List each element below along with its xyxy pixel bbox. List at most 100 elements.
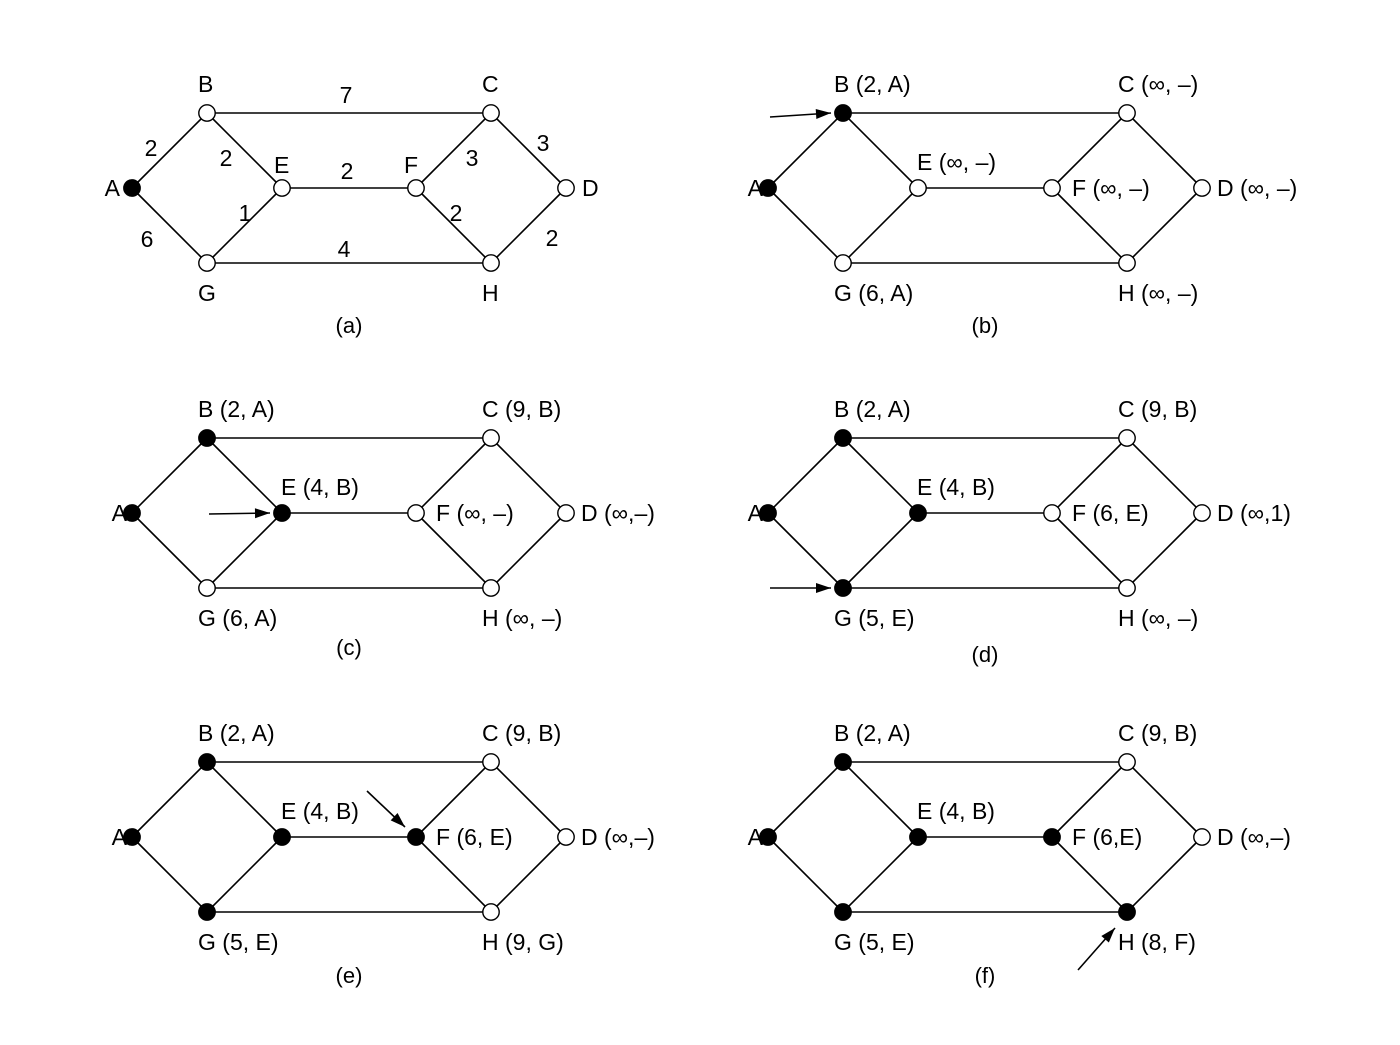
edge-DH: [1126, 512, 1203, 589]
node-label-C: C (9, B): [482, 720, 561, 746]
pointer-arrow: [366, 790, 406, 828]
node-label-E: E (4, B): [281, 798, 359, 824]
node-D: [557, 179, 575, 197]
node-A: [759, 828, 777, 846]
node-label-H: H (∞, –): [1118, 605, 1198, 631]
edge-AG: [131, 187, 208, 264]
edge-CF: [415, 761, 492, 838]
node-label-F: F (∞, –): [1072, 175, 1150, 201]
node-label-D: D (∞,–): [581, 500, 655, 526]
node-H: [482, 254, 500, 272]
node-label-C: C: [482, 71, 499, 97]
edge-EG: [206, 836, 283, 913]
node-label-C: C (9, B): [1118, 720, 1197, 746]
node-label-A: A: [748, 824, 764, 850]
edge-EG: [842, 836, 919, 913]
node-C: [482, 753, 500, 771]
edge-BE: [206, 761, 283, 838]
node-E: [909, 504, 927, 522]
node-A: [759, 179, 777, 197]
edge-weight-AG: 6: [141, 226, 154, 252]
panel-caption: (e): [336, 963, 363, 988]
node-label-A: A: [748, 175, 764, 201]
edge-DH: [1126, 187, 1203, 264]
edge-CF: [415, 112, 492, 189]
node-label-A: A: [112, 500, 128, 526]
edge-DH: [490, 836, 567, 913]
node-A: [123, 504, 141, 522]
edge-weight-GH: 4: [338, 236, 351, 262]
node-label-D: D (∞,–): [1217, 824, 1291, 850]
node-label-A: A: [105, 175, 121, 201]
edge-EG: [842, 512, 919, 589]
node-label-B: B (2, A): [198, 720, 275, 746]
edge-AB: [767, 112, 844, 189]
node-B: [198, 104, 216, 122]
node-E: [273, 504, 291, 522]
edge-weight-BE: 2: [220, 145, 233, 171]
edge-FH: [415, 836, 492, 913]
edge-BE: [842, 112, 919, 189]
edge-AB: [131, 112, 208, 189]
node-B: [834, 104, 852, 122]
node-G: [198, 579, 216, 597]
node-label-B: B (2, A): [198, 396, 275, 422]
panel-d: A B (2, A) C (9, B) D (∞,1) E (4, B) F (6, E)…: [748, 396, 1291, 667]
panel-caption: (d): [972, 642, 999, 667]
node-C: [1118, 104, 1136, 122]
node-A: [759, 504, 777, 522]
node-E: [273, 828, 291, 846]
node-D: [1193, 179, 1211, 197]
edge-EG: [206, 512, 283, 589]
node-label-C: C (9, B): [482, 396, 561, 422]
panel-caption: (a): [336, 313, 363, 338]
node-A: [123, 179, 141, 197]
edge-FH: [415, 512, 492, 589]
edge-weight-AB: 2: [145, 135, 158, 161]
node-label-A: A: [748, 500, 764, 526]
edge-BE: [206, 112, 283, 189]
node-H: [1118, 254, 1136, 272]
node-label-E: E (4, B): [917, 798, 995, 824]
node-label-G: G: [198, 280, 216, 306]
edge-CD: [490, 437, 567, 514]
node-label-C: C (∞, –): [1118, 71, 1198, 97]
node-F: [407, 179, 425, 197]
edge-CF: [1051, 437, 1128, 514]
node-label-E: E (∞, –): [917, 149, 996, 175]
panel-e: A B (2, A) C (9, B) D (∞,–) E (4, B) F (6, E)…: [112, 720, 655, 988]
node-label-B: B (2, A): [834, 396, 911, 422]
edge-weight-DH: 2: [546, 225, 559, 251]
node-label-D: D (∞,–): [581, 824, 655, 850]
pointer-arrow: [769, 108, 832, 119]
edge-FH: [1051, 187, 1128, 264]
node-C: [482, 104, 500, 122]
node-label-C: C (9, B): [1118, 396, 1197, 422]
node-C: [1118, 753, 1136, 771]
edge-AG: [767, 187, 844, 264]
node-E: [909, 179, 927, 197]
node-E: [909, 828, 927, 846]
node-F: [1043, 828, 1061, 846]
panel-caption: (c): [336, 635, 362, 660]
node-label-F: F (∞, –): [436, 500, 514, 526]
edge-EG: [842, 187, 919, 264]
node-A: [123, 828, 141, 846]
node-label-A: A: [112, 824, 128, 850]
node-F: [407, 828, 425, 846]
edge-AG: [131, 512, 208, 589]
node-H: [482, 579, 500, 597]
node-B: [834, 429, 852, 447]
pointer-arrow: [208, 508, 271, 519]
edge-FH: [415, 187, 492, 264]
pointer-arrow: [1077, 927, 1116, 971]
node-D: [557, 504, 575, 522]
edge-BE: [842, 437, 919, 514]
node-label-G: G (6, A): [198, 605, 277, 631]
node-label-E: E: [274, 152, 289, 178]
node-D: [1193, 504, 1211, 522]
node-label-H: H: [482, 280, 499, 306]
panel-caption: (f): [975, 963, 996, 988]
node-label-H: H (9, G): [482, 929, 564, 955]
panel-b: A B (2, A) C (∞, –) D (∞, –) E (∞, –) F (∞, –…: [748, 71, 1298, 338]
